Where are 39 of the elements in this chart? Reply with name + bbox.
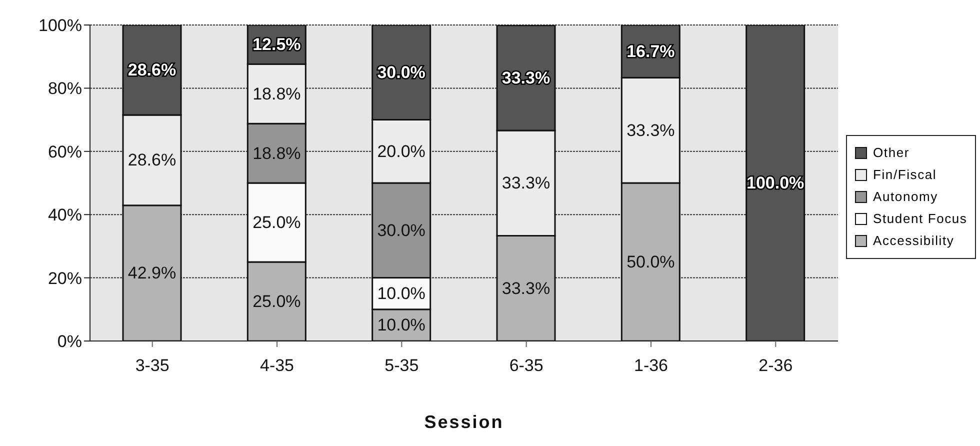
x-tick-label: 2-36 (758, 356, 793, 376)
data-label: 18.8% (252, 84, 301, 104)
data-label: 18.8% (252, 144, 301, 163)
x-tick-label: 1-36 (634, 356, 668, 376)
y-tick-label: 0% (57, 332, 82, 352)
data-label: 10.0% (377, 284, 426, 304)
data-label: 33.3% (502, 68, 550, 88)
y-tick-label: 80% (48, 79, 82, 98)
y-tick-label: 60% (48, 142, 82, 162)
data-label: 33.3% (502, 174, 550, 193)
legend-label: Accessibility (873, 232, 954, 250)
x-axis-title: Session (424, 412, 504, 432)
data-label: 28.6% (128, 60, 176, 80)
data-label: 50.0% (626, 252, 675, 272)
data-label: 10.0% (377, 316, 426, 335)
data-label: 20.0% (377, 142, 426, 161)
data-label: 28.6% (128, 150, 176, 170)
legend-label: Student Focus (873, 210, 968, 228)
x-tick-label: 3-35 (135, 356, 170, 376)
data-label: 25.0% (252, 292, 301, 311)
legend-label: Other (873, 144, 910, 162)
data-label: 25.0% (252, 213, 301, 232)
x-tick-label: 5-35 (384, 356, 419, 376)
x-tick-label: 4-35 (260, 356, 294, 376)
data-label: 100.0% (746, 174, 804, 192)
y-tick-label: 20% (48, 268, 82, 288)
data-label: 42.9% (128, 264, 176, 283)
y-tick-label: 40% (48, 206, 82, 225)
data-label: 30.0% (377, 220, 426, 240)
data-label: 33.3% (626, 120, 675, 140)
data-label: 33.3% (502, 278, 550, 298)
y-tick-label: 100% (38, 16, 82, 36)
data-label: 16.7% (626, 42, 675, 61)
legend-label: Autonomy (873, 188, 938, 206)
data-label: 12.5% (252, 35, 301, 54)
data-label: 30.0% (377, 62, 426, 82)
legend-label: Fin/Fiscal (873, 166, 937, 184)
x-tick-label: 6-35 (509, 356, 544, 376)
bar (746, 25, 806, 341)
